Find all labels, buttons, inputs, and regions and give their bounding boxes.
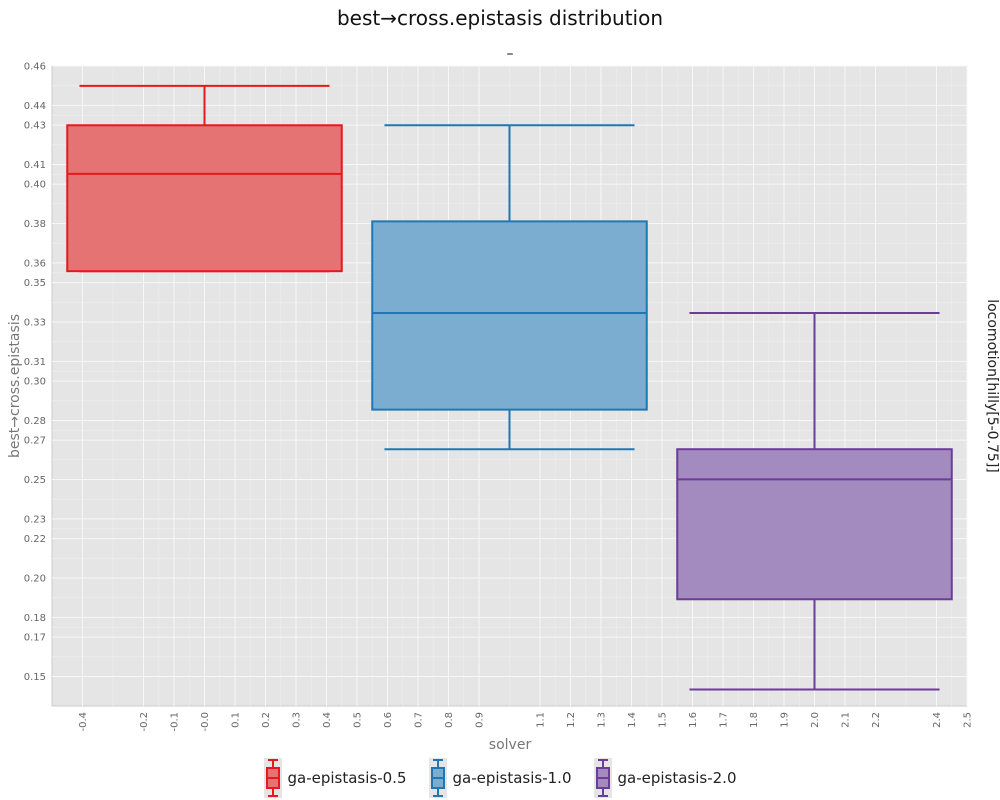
y-tick-label: 0.33 bbox=[24, 318, 46, 329]
y-tick-label: 0.46 bbox=[24, 62, 46, 73]
y-tick-label: 0.15 bbox=[24, 672, 46, 683]
y-axis-ticks: 0.15 0.17 0.18 0.20 0.22 0.23 0.25 0.27 0.28 0.30… bbox=[24, 62, 46, 683]
x-tick-label: 0.3 bbox=[292, 712, 303, 728]
legend-item: ga-epistasis-0.5 bbox=[263, 758, 407, 798]
x-tick-label: 2.5 bbox=[963, 712, 974, 728]
y-tick-label: 0.28 bbox=[24, 416, 46, 427]
x-tick-label: 1.1 bbox=[536, 712, 547, 728]
box-body bbox=[371, 220, 648, 411]
y-tick-label: 0.23 bbox=[24, 514, 46, 525]
x-tick-label: 1.4 bbox=[627, 712, 638, 728]
chart-title: best→cross.epistasis distribution bbox=[337, 6, 663, 30]
chart: best→cross.epistasis distribution – 0.15… bbox=[7, 6, 1000, 753]
x-tick-label: 0.6 bbox=[383, 712, 394, 728]
x-axis-ticks: -0.4 -0.2 -0.1 -0.0 0.1 0.2 0.3 0.4 0.5 0.6 0.7 0.8… bbox=[78, 712, 974, 732]
x-tick-label: 0.2 bbox=[261, 712, 272, 728]
y-tick-label: 0.22 bbox=[24, 534, 46, 545]
y-tick-label: 0.17 bbox=[24, 633, 46, 644]
legend-item: ga-epistasis-1.0 bbox=[428, 758, 572, 798]
y-tick-label: 0.30 bbox=[24, 377, 46, 388]
box-ga-epistasis-2.0 bbox=[676, 311, 953, 691]
legend-label: ga-epistasis-1.0 bbox=[452, 769, 572, 787]
x-tick-label: 1.8 bbox=[749, 712, 760, 728]
x-tick-label: 0.4 bbox=[322, 712, 333, 728]
facet-label: locomotion[hilly[5-0.75]] bbox=[984, 299, 1000, 473]
x-tick-label: -0.2 bbox=[139, 712, 150, 732]
x-tick-label: 0.8 bbox=[444, 712, 455, 728]
legend-item: ga-epistasis-2.0 bbox=[593, 758, 737, 798]
y-tick-label: 0.35 bbox=[24, 278, 46, 289]
x-tick-label: -0.0 bbox=[200, 712, 211, 732]
x-tick-label: 2.1 bbox=[841, 712, 852, 728]
y-tick-label: 0.40 bbox=[24, 180, 46, 191]
x-tick-label: 1.5 bbox=[658, 712, 669, 728]
box-ga-epistasis-1.0 bbox=[371, 124, 648, 451]
x-tick-label: 0.9 bbox=[475, 712, 486, 728]
x-tick-label: 0.7 bbox=[414, 712, 425, 728]
y-tick-label: 0.31 bbox=[24, 357, 46, 368]
legend-label: ga-epistasis-2.0 bbox=[617, 769, 737, 787]
y-axis-label: best→cross.epistasis bbox=[7, 314, 23, 458]
x-tick-label: 2.2 bbox=[871, 712, 882, 728]
y-tick-label: 0.27 bbox=[24, 436, 46, 447]
x-tick-label: -0.4 bbox=[78, 712, 89, 732]
y-tick-label: 0.43 bbox=[24, 121, 46, 132]
legend-swatch bbox=[428, 758, 447, 798]
x-tick-label: 0.1 bbox=[231, 712, 242, 728]
y-tick-label: 0.36 bbox=[24, 258, 46, 269]
y-tick-label: 0.18 bbox=[24, 613, 46, 624]
y-tick-label: 0.20 bbox=[24, 574, 46, 585]
x-tick-label: 2.0 bbox=[810, 712, 821, 728]
box-body bbox=[676, 448, 953, 601]
x-tick-label: 1.6 bbox=[688, 712, 699, 728]
legend-swatch bbox=[593, 758, 612, 798]
x-tick-label: 1.2 bbox=[566, 712, 577, 728]
y-tick-label: 0.25 bbox=[24, 475, 46, 486]
box-body bbox=[66, 124, 343, 273]
y-tick-label: 0.41 bbox=[24, 160, 46, 171]
y-tick-label: 0.38 bbox=[24, 219, 46, 230]
x-tick-label: 0.5 bbox=[353, 712, 364, 728]
y-tick-label: 0.44 bbox=[24, 101, 46, 112]
legend-label: ga-epistasis-0.5 bbox=[287, 769, 407, 787]
legend-swatch bbox=[263, 758, 282, 798]
legend: ga-epistasis-0.5 ga-epistasis-1.0 ga-epist… bbox=[0, 758, 1000, 798]
box-ga-epistasis-0.5 bbox=[66, 84, 343, 273]
x-tick-label: 2.4 bbox=[932, 712, 943, 728]
x-tick-label: -0.1 bbox=[170, 712, 181, 732]
x-tick-label: 1.3 bbox=[597, 712, 608, 728]
boxes bbox=[66, 84, 953, 691]
x-tick-label: 1.7 bbox=[719, 712, 730, 728]
chart-subtitle: – bbox=[507, 46, 514, 62]
x-tick-label: 1.9 bbox=[780, 712, 791, 728]
x-axis-label: solver bbox=[489, 737, 532, 753]
